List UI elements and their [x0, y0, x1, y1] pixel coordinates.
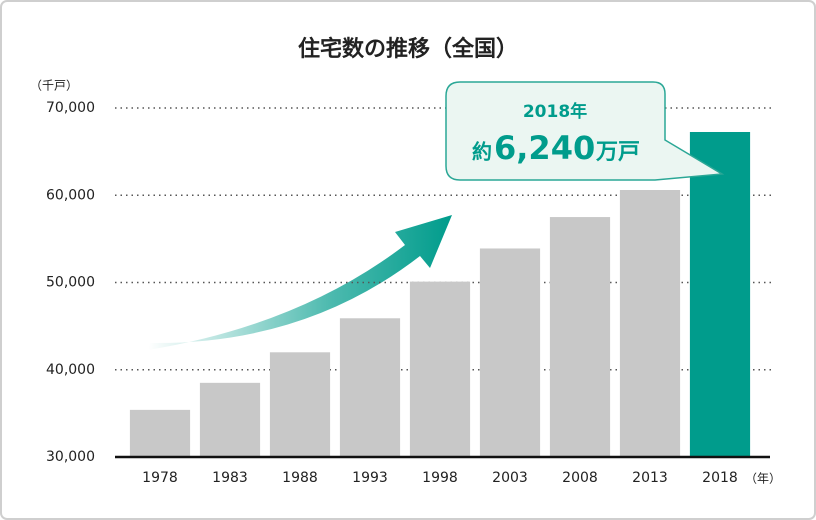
x-tick-label: 1983 — [212, 470, 248, 486]
x-tick-label: 2003 — [492, 470, 528, 486]
x-tick-label: 2008 — [562, 470, 598, 486]
callout-year: 2018年 — [523, 101, 587, 122]
callout-prefix: 約 — [472, 140, 492, 164]
bar — [619, 190, 681, 457]
bar — [199, 382, 261, 457]
chart-title: 住宅数の推移（全国） — [298, 36, 518, 62]
x-unit: （年） — [745, 472, 781, 486]
x-tick-label: 2013 — [632, 470, 668, 486]
x-tick-label: 1988 — [282, 470, 318, 486]
y-tick-label: 50,000 — [46, 275, 95, 291]
bar — [479, 248, 541, 457]
x-tick-label: 2018 — [702, 470, 738, 486]
x-tick-label: 1978 — [142, 470, 178, 486]
bar — [269, 352, 331, 457]
y-tick-label: 40,000 — [46, 362, 95, 378]
y-tick-label: 60,000 — [46, 187, 95, 203]
bar — [339, 318, 401, 457]
callout-box — [445, 81, 725, 181]
bar — [549, 217, 611, 457]
bar — [409, 281, 471, 457]
callout-number: 6,240 — [494, 129, 595, 167]
y-tick-label: 30,000 — [46, 449, 95, 465]
bar — [129, 409, 191, 457]
callout-suffix: 万戸 — [595, 140, 640, 165]
trend-arrow — [148, 215, 452, 350]
y-tick-label: 70,000 — [46, 100, 95, 116]
bar — [689, 131, 751, 457]
y-unit: （千戸） — [30, 79, 78, 93]
x-tick-label: 1993 — [352, 470, 388, 486]
x-tick-label: 1998 — [422, 470, 458, 486]
